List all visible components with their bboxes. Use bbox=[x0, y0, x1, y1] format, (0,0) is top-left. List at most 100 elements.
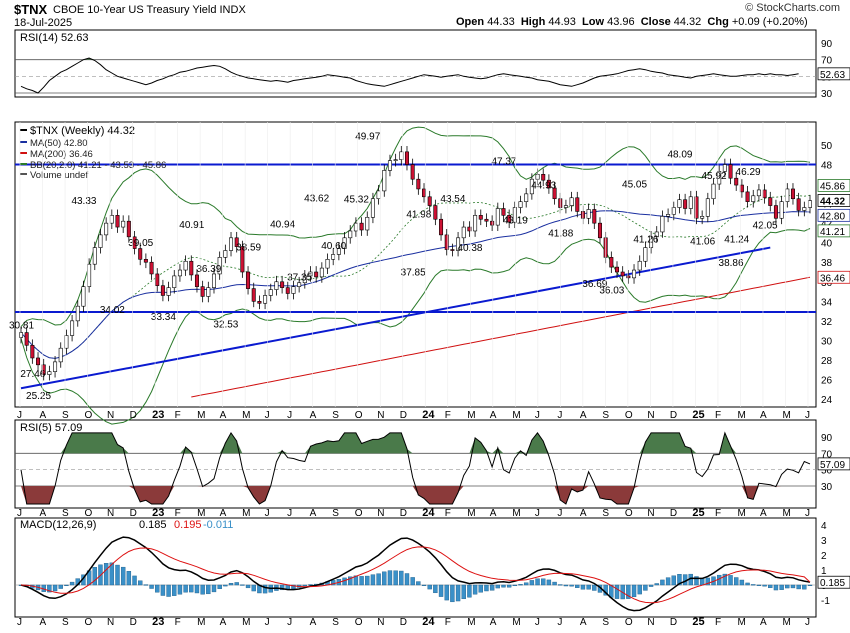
candle-body bbox=[257, 301, 262, 304]
candle-body bbox=[507, 215, 512, 223]
candle-body bbox=[87, 263, 92, 287]
legend-entry-4: Volume undef bbox=[30, 170, 88, 181]
price-x-label-28: N bbox=[647, 410, 654, 421]
rsi5-x-label-6: 23 bbox=[152, 507, 164, 519]
chg-value: +0.09 (+0.20%) bbox=[731, 16, 808, 28]
price-x-label-31: F bbox=[715, 410, 721, 421]
price-annotation-17: 37.85 bbox=[401, 268, 426, 279]
price-tag-box-1 bbox=[817, 194, 850, 207]
price-tag-1: 44.32 bbox=[820, 196, 845, 207]
price-x-label-7: F bbox=[175, 410, 181, 421]
stockcharts-logo: © StockCharts.com bbox=[745, 2, 840, 14]
candle-body bbox=[756, 189, 761, 197]
rsi5-tick-2: 50 bbox=[821, 466, 833, 477]
rsi5-value-tag: 57.09 bbox=[820, 460, 845, 471]
legend-entry-1: MA(50) 42.80 bbox=[30, 138, 88, 149]
candle-body bbox=[620, 271, 625, 277]
high-value: 44.93 bbox=[548, 16, 576, 28]
candle-body bbox=[484, 218, 489, 222]
price-x-label-34: M bbox=[782, 410, 790, 421]
macd-tick-3: 1 bbox=[821, 566, 827, 577]
macd-histogram-bar bbox=[279, 584, 285, 591]
macd-histogram-bar bbox=[626, 584, 631, 599]
macd-histogram-bar bbox=[149, 584, 154, 589]
candle-body bbox=[359, 222, 364, 231]
macd-histogram-bar bbox=[234, 582, 239, 586]
macd-value-box bbox=[817, 575, 850, 589]
macd-x-label-34: M bbox=[782, 617, 790, 628]
candle-body bbox=[796, 198, 801, 211]
price-x-label-10: M bbox=[242, 410, 250, 421]
macd-histogram-bar bbox=[563, 584, 569, 587]
candle-body bbox=[75, 305, 80, 322]
macd-histogram-bar bbox=[200, 584, 205, 595]
candle-body bbox=[478, 215, 483, 220]
candle-body bbox=[246, 271, 251, 289]
macd-x-label-24: J bbox=[557, 617, 562, 628]
candle-body bbox=[263, 295, 268, 304]
macd-histogram-bar bbox=[217, 584, 222, 590]
candle-body bbox=[223, 250, 228, 258]
macd-x-label-14: S bbox=[332, 617, 339, 628]
low-value: 43.96 bbox=[607, 16, 635, 28]
price-annotation-31: 45.92 bbox=[702, 171, 727, 182]
macd-histogram-bar bbox=[143, 584, 149, 586]
macd-histogram-bar bbox=[699, 578, 705, 586]
rsi14-value-tag: 52.63 bbox=[820, 70, 845, 81]
candle-body bbox=[404, 151, 409, 165]
candle-body bbox=[143, 258, 148, 263]
price-tag-0: 45.86 bbox=[820, 181, 845, 192]
candle-body bbox=[597, 222, 602, 239]
rsi5-x-label-18: 24 bbox=[422, 507, 435, 519]
price-annotation-26: 36.03 bbox=[599, 285, 624, 296]
price-x-label-20: M bbox=[467, 410, 475, 421]
candle-body bbox=[807, 200, 812, 208]
macd-histogram-bar bbox=[575, 584, 580, 588]
candle-body bbox=[467, 226, 472, 232]
price-x-label-6: 23 bbox=[152, 409, 164, 421]
macd-x-label-2: S bbox=[62, 617, 69, 628]
price-x-label-32: M bbox=[737, 410, 745, 421]
candle-body bbox=[81, 286, 86, 307]
macd-histogram-bar bbox=[467, 584, 472, 598]
candle-body bbox=[541, 174, 546, 181]
macd-x-label-8: M bbox=[197, 617, 205, 628]
price-annotation-4: 34.02 bbox=[100, 305, 125, 316]
rsi5-x-label-25: A bbox=[580, 508, 587, 519]
price-annotation-3: 43.33 bbox=[71, 196, 96, 207]
macd-histogram-bar bbox=[348, 576, 353, 586]
price-annotation-11: 40.94 bbox=[270, 220, 295, 231]
candle-body bbox=[393, 159, 398, 161]
rsi14-line bbox=[20, 57, 799, 94]
price-tick-6: 38 bbox=[821, 258, 833, 269]
trend-line bbox=[20, 246, 771, 390]
candle-body bbox=[234, 237, 239, 247]
candle-body bbox=[30, 344, 35, 359]
price-annotation-7: 40.91 bbox=[179, 220, 204, 231]
macd-tick-1: 3 bbox=[821, 536, 827, 547]
rsi5-x-label-28: N bbox=[647, 508, 654, 519]
macd-histogram-bar bbox=[240, 584, 245, 586]
macd-histogram-bar bbox=[461, 584, 466, 600]
candle-body bbox=[790, 188, 795, 200]
price-x-label-35: J bbox=[805, 410, 810, 421]
macd-histogram-bar bbox=[768, 584, 773, 589]
rsi5-line bbox=[20, 431, 811, 505]
macd-x-label-10: M bbox=[242, 617, 250, 628]
candle-body bbox=[251, 288, 256, 302]
macd-histogram-bar bbox=[506, 584, 512, 588]
candle-body bbox=[666, 214, 671, 217]
bb-upper-line bbox=[20, 126, 811, 328]
macd-histogram-bar bbox=[558, 584, 563, 586]
macd-histogram-bar bbox=[172, 584, 177, 596]
candle-body bbox=[138, 248, 143, 260]
macd-histogram-bar bbox=[177, 584, 183, 595]
price-annotation-8: 36.39 bbox=[196, 264, 221, 275]
candle-body bbox=[376, 190, 381, 200]
candle-body bbox=[297, 282, 302, 287]
candle-body bbox=[285, 287, 290, 294]
candle-body bbox=[24, 332, 29, 346]
price-annotation-19: 43.54 bbox=[440, 194, 465, 205]
candle-body bbox=[637, 260, 642, 271]
macd-histogram-bar bbox=[404, 573, 410, 586]
